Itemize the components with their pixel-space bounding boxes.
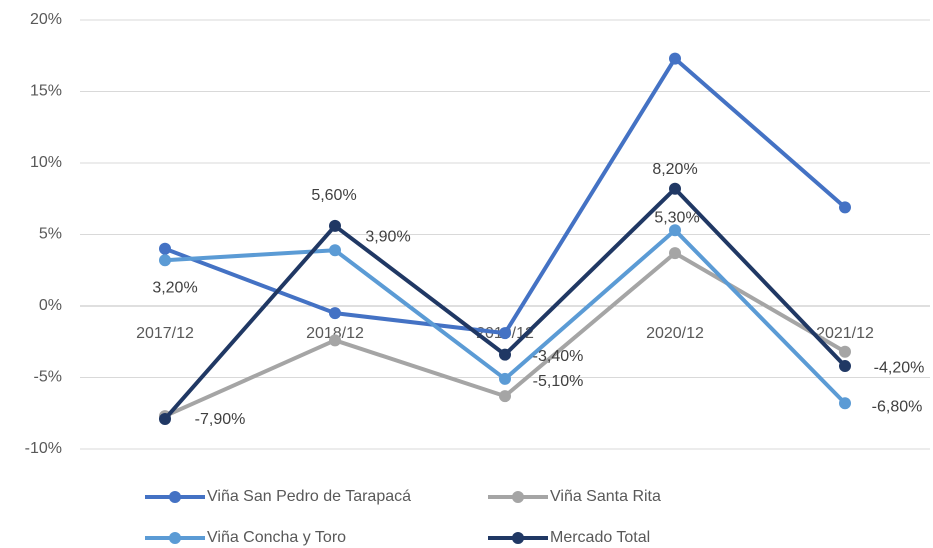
legend-marker [512, 532, 524, 544]
x-tick-label: 2018/12 [306, 325, 364, 342]
data-label: -4,20% [874, 359, 925, 376]
point [329, 244, 341, 257]
legend-label: Viña Santa Rita [550, 488, 661, 505]
data-label: 5,30% [654, 209, 699, 226]
point [499, 348, 511, 361]
y-tick-label: 5% [39, 226, 62, 243]
point [329, 334, 341, 347]
y-tick-label: -5% [34, 369, 62, 386]
x-tick-label: 2021/12 [816, 325, 874, 342]
legend-marker [169, 532, 181, 544]
point [329, 307, 341, 320]
point [159, 412, 171, 425]
point [329, 219, 341, 232]
point [499, 372, 511, 385]
y-tick-label: 15% [30, 83, 62, 100]
point [669, 224, 681, 237]
point [159, 254, 171, 267]
data-label: -7,90% [195, 411, 246, 428]
data-label: -5,10% [533, 373, 584, 390]
data-label: -3,40% [533, 348, 584, 365]
point [499, 390, 511, 403]
legend-label: Viña Concha y Toro [207, 529, 346, 546]
x-tick-label: 2017/12 [136, 325, 194, 342]
point [669, 52, 681, 65]
data-label: 3,90% [365, 228, 410, 245]
y-tick-label: -10% [25, 440, 62, 457]
legend-marker [169, 491, 181, 503]
point [499, 327, 511, 340]
data-label: 5,60% [311, 187, 356, 204]
data-label: -6,80% [872, 398, 923, 415]
x-tick-label: 2020/12 [646, 325, 704, 342]
data-label: 8,20% [652, 161, 697, 178]
point [669, 182, 681, 195]
legend-marker [512, 491, 524, 503]
point [839, 397, 851, 410]
point [839, 345, 851, 358]
legend-label: Mercado Total [550, 529, 650, 546]
point [839, 360, 851, 373]
y-tick-label: 0% [39, 297, 62, 314]
y-tick-label: 20% [30, 11, 62, 28]
y-tick-label: 10% [30, 154, 62, 171]
point [669, 247, 681, 260]
data-label: 3,20% [152, 279, 197, 296]
point [839, 201, 851, 214]
legend-label: Viña San Pedro de Tarapacá [207, 488, 411, 505]
point [159, 242, 171, 255]
